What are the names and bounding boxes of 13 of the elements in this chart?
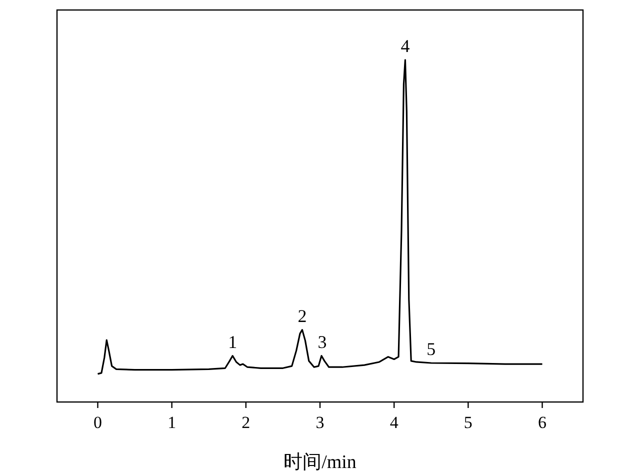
annotation: 1 (228, 332, 238, 352)
x-axis-title: 时间/min (284, 452, 357, 473)
x-tick-label: 6 (538, 413, 547, 432)
x-tick-label: 3 (316, 413, 324, 432)
annotation: 5 (426, 339, 436, 360)
x-tick-label: 1 (168, 413, 176, 432)
x-tick-label: 4 (390, 413, 399, 432)
annotation: 4 (400, 36, 410, 56)
annotation: 2 (298, 306, 307, 326)
x-tick-label: 5 (464, 413, 472, 432)
x-tick-label: 2 (242, 413, 250, 432)
annotation: 3 (318, 332, 327, 352)
x-tick-label: 0 (93, 413, 102, 432)
